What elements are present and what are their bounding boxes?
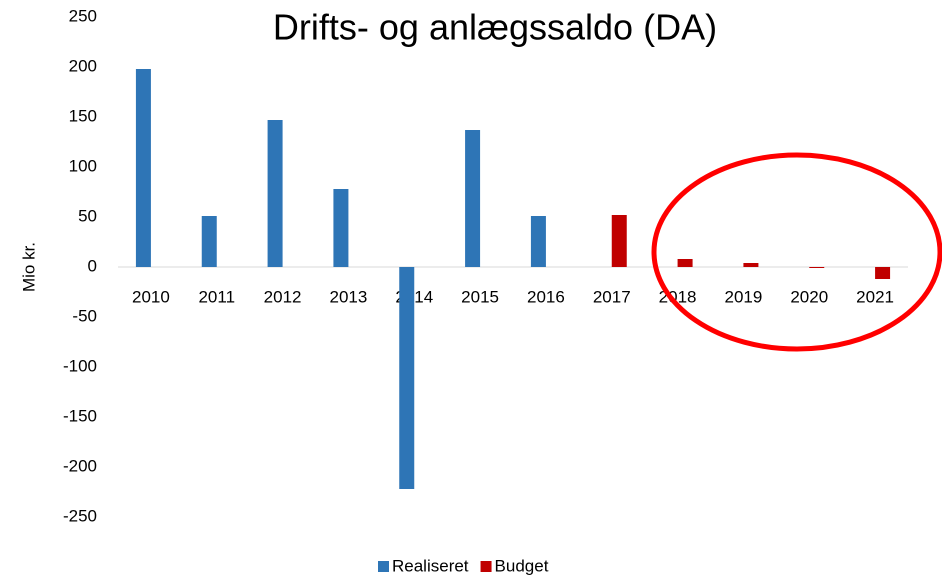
x-tick-label: 2012	[264, 287, 302, 306]
bar	[267, 120, 283, 267]
bar	[809, 267, 825, 268]
y-tick-label: -150	[63, 406, 97, 425]
x-tick-label: 2020	[790, 287, 828, 306]
y-tick-label: -100	[63, 356, 97, 375]
highlight-ellipse	[651, 152, 942, 352]
bar	[333, 189, 349, 267]
bar	[465, 130, 481, 267]
y-tick-label: -250	[63, 506, 97, 525]
legend-swatch	[378, 561, 389, 572]
y-tick-label: 50	[78, 206, 97, 225]
y-tick-label: 200	[69, 56, 97, 75]
x-tick-label: 2016	[527, 287, 565, 306]
x-tick-label: 2019	[725, 287, 763, 306]
x-tick-label: 2011	[198, 287, 235, 306]
bar	[399, 267, 415, 489]
bar	[611, 215, 627, 267]
y-tick-label: -200	[63, 456, 97, 475]
bar	[530, 216, 546, 267]
y-tick-label: 250	[69, 6, 97, 25]
legend-label: Realiseret	[392, 556, 469, 575]
x-tick-label: 2017	[593, 287, 631, 306]
y-tick-label: 150	[69, 106, 97, 125]
y-axis-label: Mio kr.	[19, 242, 38, 292]
bar	[135, 69, 151, 267]
y-tick-label: 0	[88, 256, 97, 275]
chart-title: Drifts- og anlægssaldo (DA)	[273, 7, 717, 48]
bar	[743, 263, 759, 267]
bar	[875, 267, 891, 279]
bar	[201, 216, 217, 267]
x-tick-label: 2021	[856, 287, 894, 306]
bar	[677, 259, 693, 267]
x-tick-label: 2015	[461, 287, 499, 306]
x-tick-label: 2013	[330, 287, 368, 306]
legend-label: Budget	[495, 556, 549, 575]
y-tick-label: 100	[69, 156, 97, 175]
y-tick-label: -50	[72, 306, 97, 325]
legend-swatch	[480, 561, 492, 572]
x-tick-label: 2010	[132, 287, 170, 306]
